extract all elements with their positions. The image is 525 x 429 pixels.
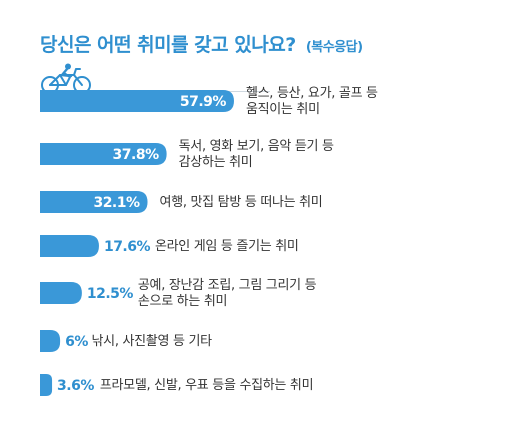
value-label-7: 3.6% [57, 378, 94, 394]
bar-3 [40, 191, 148, 213]
category-label-7: 프라모델, 신발, 우표 등을 수집하는 취미 [100, 378, 313, 393]
chart-title: 당신은 어떤 취미를 갖고 있나요? (복수응답) [40, 30, 363, 57]
value-label-2: 37.8% [113, 147, 160, 163]
category-label-5-line-1: 공예, 장난감 조립, 그림 그리기 등 [138, 278, 317, 293]
category-label-6: 낚시, 사진촬영 등 기타 [92, 334, 213, 349]
chart-title-text: 당신은 어떤 취미를 갖고 있나요? [40, 34, 296, 56]
category-label-4: 온라인 게임 등 즐기는 취미 [155, 239, 299, 254]
value-label-4: 17.6% [104, 239, 151, 255]
category-label-1-line-2: 움직이는 취미 [246, 102, 320, 117]
bar-5 [40, 282, 82, 304]
category-label-5-line-2: 손으로 하는 취미 [138, 294, 227, 309]
value-label-6: 6% [65, 334, 88, 350]
bar-4 [40, 235, 99, 257]
chart-subtitle: (복수응답) [305, 40, 363, 55]
value-label-5: 12.5% [87, 286, 134, 302]
bar-2 [40, 143, 167, 165]
bar-7 [40, 374, 53, 396]
value-label-3: 32.1% [93, 195, 140, 211]
value-label-1: 57.9% [180, 94, 227, 110]
bar-1 [40, 90, 234, 112]
category-label-2-line-2: 감상하는 취미 [179, 155, 253, 170]
category-label-3: 여행, 맛집 탐방 등 떠나는 취미 [160, 194, 323, 210]
category-label-2-line-1: 독서, 영화 보기, 음악 듣기 등 [179, 139, 334, 154]
category-label-1-line-1: 헬스, 등산, 요가, 골프 등 [246, 86, 378, 101]
bar-6 [40, 330, 61, 352]
